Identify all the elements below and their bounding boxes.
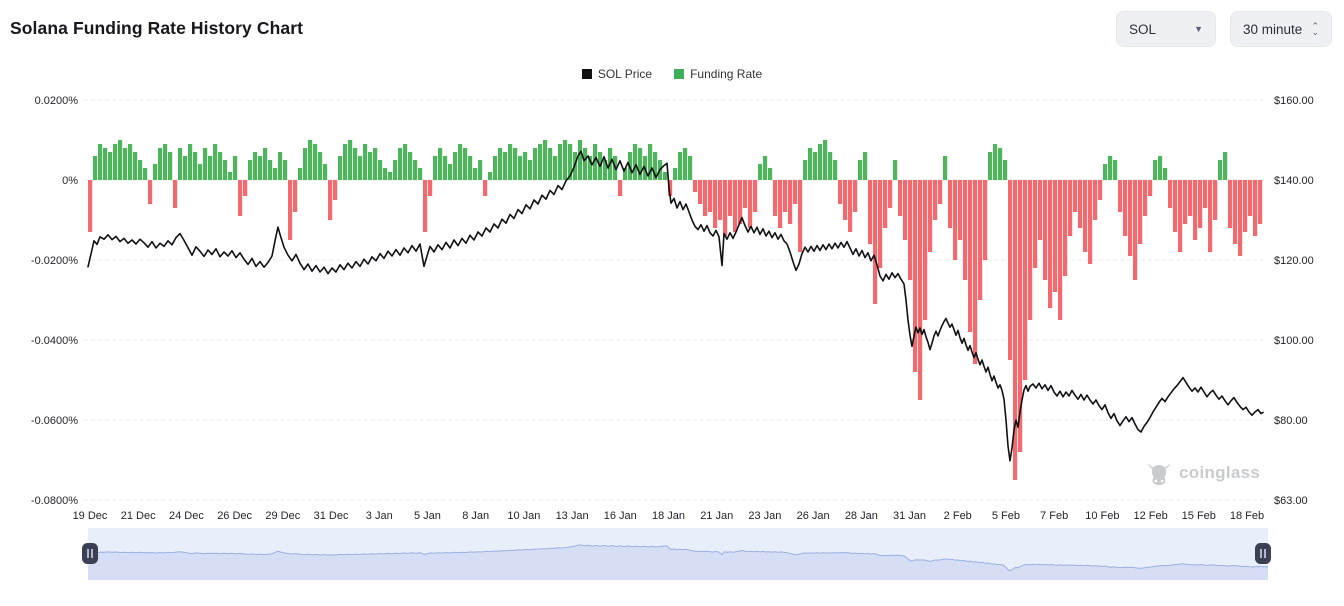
price-axis-labels: $160.00 $140.00 $120.00 $100.00 $80.00 $63.00 [1274, 95, 1314, 507]
svg-text:$80.00: $80.00 [1274, 415, 1308, 427]
svg-text:7 Feb: 7 Feb [1040, 510, 1068, 522]
coinglass-watermark: coinglass [1146, 460, 1260, 486]
symbol-select[interactable]: SOL ▼ [1116, 11, 1216, 47]
coinglass-watermark-text: coinglass [1179, 463, 1261, 482]
navigator[interactable] [82, 528, 1271, 580]
svg-text:-0.0400%: -0.0400% [31, 335, 78, 347]
svg-text:5 Feb: 5 Feb [992, 510, 1020, 522]
legend-label-funding-rate: Funding Rate [690, 67, 763, 81]
funding-rate-axis-labels: 0.0200% 0% -0.0200% -0.0400% -0.0600% -0.0800… [31, 95, 78, 507]
svg-text:3 Jan: 3 Jan [366, 510, 393, 522]
svg-text:21 Dec: 21 Dec [121, 510, 156, 522]
sol-price-line [87, 150, 1264, 462]
svg-text:10 Feb: 10 Feb [1085, 510, 1119, 522]
svg-text:18 Feb: 18 Feb [1230, 510, 1264, 522]
svg-text:29 Dec: 29 Dec [265, 510, 300, 522]
svg-text:5 Jan: 5 Jan [414, 510, 441, 522]
svg-text:26 Jan: 26 Jan [797, 510, 830, 522]
interval-select[interactable]: 30 minute ⌃ ⌄ [1230, 11, 1332, 47]
svg-text:$100.00: $100.00 [1274, 335, 1314, 347]
date-axis-labels: 19 Dec 21 Dec 24 Dec 26 Dec 29 Dec 31 Dec 3 Ja… [73, 510, 1265, 522]
svg-text:28 Jan: 28 Jan [845, 510, 878, 522]
legend-item-funding-rate[interactable]: Funding Rate [674, 67, 762, 81]
svg-text:$160.00: $160.00 [1274, 95, 1314, 107]
funding-rate-bars [88, 140, 1263, 480]
navigator-right-handle[interactable] [1255, 543, 1271, 564]
interval-select-value: 30 minute [1243, 21, 1303, 37]
legend-item-sol-price[interactable]: SOL Price [581, 67, 653, 81]
svg-text:$120.00: $120.00 [1274, 255, 1314, 267]
svg-text:$140.00: $140.00 [1274, 175, 1314, 187]
svg-text:0%: 0% [62, 175, 78, 187]
sol-price-swatch-icon [581, 69, 592, 79]
up-down-arrows-icon: ⌃ ⌄ [1311, 21, 1319, 37]
svg-text:0.0200%: 0.0200% [35, 95, 79, 107]
funding-rate-swatch-icon [674, 69, 685, 79]
svg-text:31 Jan: 31 Jan [893, 510, 926, 522]
legend-label-sol-price: SOL Price [597, 67, 653, 81]
coinglass-bull-icon [1148, 463, 1170, 485]
svg-text:19 Dec: 19 Dec [73, 510, 108, 522]
svg-text:$63.00: $63.00 [1274, 495, 1308, 507]
chart-legend: SOL Price Funding Rate [0, 67, 1344, 81]
svg-text:24 Dec: 24 Dec [169, 510, 204, 522]
svg-text:8 Jan: 8 Jan [462, 510, 489, 522]
svg-text:15 Feb: 15 Feb [1182, 510, 1216, 522]
svg-text:16 Jan: 16 Jan [604, 510, 637, 522]
navigator-left-handle[interactable] [82, 543, 98, 564]
svg-text:18 Jan: 18 Jan [652, 510, 685, 522]
svg-text:23 Jan: 23 Jan [748, 510, 781, 522]
svg-text:21 Jan: 21 Jan [700, 510, 733, 522]
svg-text:10 Jan: 10 Jan [507, 510, 540, 522]
svg-text:26 Dec: 26 Dec [217, 510, 252, 522]
svg-text:12 Feb: 12 Feb [1133, 510, 1167, 522]
symbol-select-value: SOL [1129, 21, 1157, 37]
svg-text:-0.0800%: -0.0800% [31, 495, 78, 507]
chart-controls: SOL ▼ 30 minute ⌃ ⌄ [1116, 11, 1332, 47]
svg-text:2 Feb: 2 Feb [944, 510, 972, 522]
svg-text:-0.0200%: -0.0200% [31, 255, 78, 267]
svg-text:-0.0600%: -0.0600% [31, 415, 78, 427]
svg-text:31 Dec: 31 Dec [314, 510, 349, 522]
svg-text:13 Jan: 13 Jan [556, 510, 589, 522]
page-title: Solana Funding Rate History Chart [10, 18, 304, 38]
chevron-down-icon: ▼ [1194, 24, 1203, 34]
